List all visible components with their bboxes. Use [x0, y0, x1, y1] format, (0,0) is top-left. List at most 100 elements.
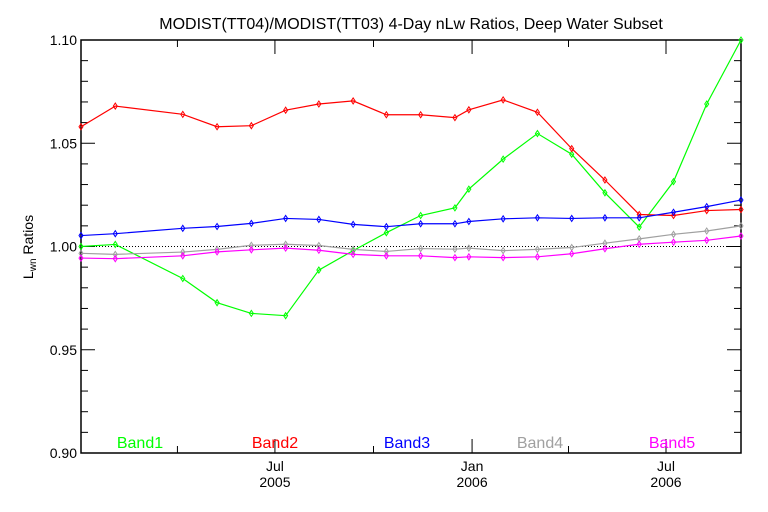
- data-point: [383, 251, 389, 260]
- data-point: [180, 110, 186, 119]
- data-point: [670, 208, 677, 217]
- data-point: [500, 214, 506, 223]
- data-point: [452, 203, 458, 212]
- series-line: [80, 199, 742, 237]
- data-point: [569, 144, 575, 153]
- data-point: [248, 241, 254, 250]
- series-band5: [78, 232, 744, 263]
- data-point: [383, 222, 389, 231]
- legend: Band1 Band2 Band3 Band4 Band5: [117, 435, 695, 452]
- data-point: [452, 113, 458, 122]
- data-point: [418, 110, 424, 119]
- data-point: [569, 249, 575, 258]
- data-point: [78, 231, 84, 240]
- data-point: [452, 219, 458, 228]
- data-point: [383, 247, 389, 256]
- series-line: [80, 39, 742, 317]
- data-point: [738, 221, 744, 230]
- data-point: [534, 252, 541, 261]
- data-point: [738, 205, 744, 214]
- data-point: [112, 250, 118, 259]
- data-point: [78, 249, 84, 258]
- data-point: [350, 250, 356, 259]
- data-point: [78, 122, 84, 131]
- data-point: [569, 150, 575, 159]
- y-tick-label: 1.10: [50, 32, 77, 48]
- x-tick-label-year: 2006: [456, 474, 487, 490]
- y-label-rest: Ratios: [20, 215, 36, 259]
- data-point: [180, 274, 186, 283]
- series-line: [80, 235, 742, 260]
- data-point: [670, 177, 677, 186]
- x-tick-label-month: Jul: [266, 458, 284, 474]
- data-point: [602, 244, 608, 253]
- data-point: [704, 227, 710, 235]
- x-tick-label-year: 2005: [259, 474, 290, 490]
- y-tick-label: 1.00: [50, 239, 77, 255]
- data-point: [112, 102, 118, 110]
- legend-band1: Band1: [117, 435, 163, 452]
- data-point: [214, 247, 220, 256]
- data-point: [534, 108, 541, 117]
- data-point: [283, 240, 289, 249]
- data-point: [636, 240, 642, 249]
- data-point: [704, 100, 710, 108]
- data-point: [500, 253, 506, 262]
- data-point: [670, 230, 677, 239]
- data-point: [500, 95, 506, 104]
- data-point: [704, 202, 710, 211]
- data-point: [248, 245, 254, 254]
- y-label-sub: wn: [28, 258, 39, 272]
- data-point: [214, 298, 220, 307]
- data-point: [316, 100, 322, 108]
- y-tick-label: 0.90: [50, 445, 77, 461]
- data-point: [418, 211, 424, 220]
- data-point: [534, 213, 541, 222]
- data-point: [112, 240, 118, 249]
- data-point: [283, 214, 289, 223]
- data-point: [534, 129, 541, 138]
- data-point: [350, 245, 356, 254]
- y-tick-label: 1.05: [50, 135, 77, 151]
- data-point: [418, 244, 424, 253]
- y-label-main: L: [20, 271, 36, 279]
- data-point: [418, 251, 424, 260]
- legend-band5: Band5: [649, 435, 695, 452]
- data-point: [738, 196, 744, 204]
- legend-band3: Band3: [384, 435, 430, 452]
- x-tick-label-month: Jan: [461, 458, 484, 474]
- series-band3: [78, 196, 744, 240]
- data-point: [670, 238, 677, 247]
- data-point: [248, 219, 254, 228]
- series-band1: [78, 36, 744, 320]
- data-point: [704, 236, 710, 245]
- data-point: [418, 219, 424, 228]
- data-point: [180, 224, 186, 233]
- data-point: [316, 246, 322, 255]
- data-point: [316, 266, 322, 274]
- data-point: [283, 106, 289, 115]
- data-point: [283, 311, 289, 320]
- y-axis-label: Lwn Ratios: [20, 215, 39, 279]
- data-point: [316, 241, 322, 250]
- x-tick-label-month: Jul: [657, 458, 675, 474]
- data-point: [350, 97, 356, 105]
- data-point: [214, 222, 220, 231]
- data-point: [180, 248, 186, 256]
- data-point: [214, 122, 220, 131]
- data-point: [738, 232, 744, 240]
- data-point: [636, 223, 642, 231]
- chart-title: MODIST(TT04)/MODIST(TT03) 4-Day nLw Rati…: [159, 16, 663, 33]
- data-point: [738, 36, 744, 44]
- series-line: [80, 99, 742, 217]
- data-point: [569, 214, 575, 223]
- data-point: [383, 110, 389, 119]
- data-point: [248, 121, 254, 130]
- legend-band4: Band4: [517, 435, 563, 452]
- data-point: [636, 213, 642, 222]
- data-point: [670, 211, 677, 220]
- axes: 0.900.951.001.051.10Jul2005Jan2006Jul200…: [50, 32, 741, 490]
- data-point: [602, 188, 608, 197]
- data-point: [283, 244, 289, 253]
